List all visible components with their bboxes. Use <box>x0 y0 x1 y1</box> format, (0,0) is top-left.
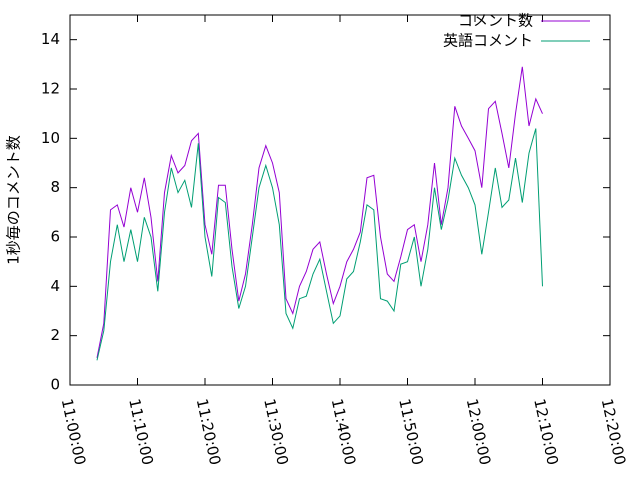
x-tick-label: 11:40:00 <box>328 397 360 467</box>
x-tick-label: 11:00:00 <box>58 397 90 467</box>
y-tick-label: 0 <box>50 376 60 394</box>
legend-label: 英語コメント <box>443 32 533 50</box>
x-tick-label: 11:30:00 <box>260 397 292 467</box>
y-tick-label: 2 <box>50 326 60 344</box>
x-tick-label: 11:20:00 <box>193 397 225 467</box>
series-line <box>96 66 543 358</box>
plot-frame <box>69 14 611 386</box>
y-tick-label: 12 <box>41 80 60 98</box>
x-tick-label: 12:00:00 <box>463 397 495 467</box>
x-tick-label: 11:10:00 <box>125 397 157 467</box>
y-tick-label: 6 <box>50 228 60 246</box>
y-tick-label: 8 <box>50 178 60 196</box>
y-tick-label: 14 <box>41 30 60 48</box>
y-axis-label: 1秒毎のコメント数 <box>5 135 23 265</box>
x-tick-label: 12:20:00 <box>598 397 630 467</box>
y-tick-label: 4 <box>50 277 60 295</box>
x-tick-label: 11:50:00 <box>395 397 427 467</box>
x-tick-label: 12:10:00 <box>530 397 562 467</box>
series-line <box>96 128 543 361</box>
legend-label: コメント数 <box>458 12 533 30</box>
y-tick-label: 10 <box>41 129 60 147</box>
